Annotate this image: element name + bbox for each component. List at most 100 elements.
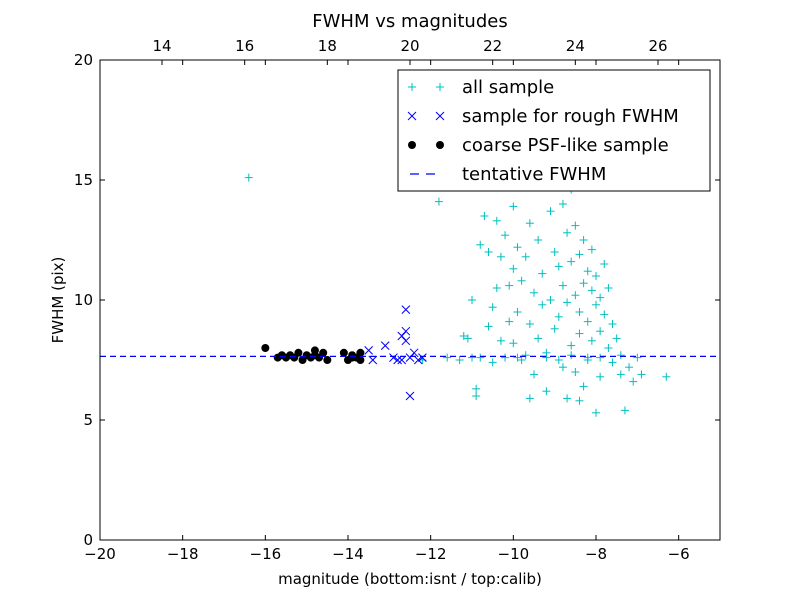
all-sample-point [517,356,526,364]
rough-sample-point [393,355,402,365]
y-tick-label: 10 [74,291,93,309]
all-sample-point [513,353,522,362]
all-sample-point [662,372,671,381]
all-sample-point [563,394,572,403]
all-sample-point [616,351,625,360]
all-sample-point [546,207,555,216]
all-sample-point [492,216,501,225]
y-tick-label: 5 [83,411,93,429]
all-sample-point [579,382,588,391]
all-sample-point [525,320,534,328]
rough-sample-point [364,346,374,355]
x-tick-label: −20 [84,545,116,563]
all-sample-point [509,264,518,273]
all-sample-point [244,173,253,182]
all-sample-point [513,243,522,252]
all-sample-point [505,281,514,290]
all-sample-point [542,387,551,396]
all-sample-point [567,351,576,360]
x-tick-label: −16 [250,545,282,563]
all-sample-point [604,344,613,352]
all-sample-point [596,372,605,381]
all-sample-point [616,370,625,379]
legend-label: tentative FWHM [462,164,606,185]
psf-sample-point [339,348,348,357]
all-sample-point [608,320,617,328]
legend-marker [407,111,417,121]
all-sample-point [579,236,588,244]
all-sample-point [468,353,476,362]
all-sample-point [492,284,501,292]
all-sample-point [459,332,468,340]
all-sample-point [554,262,563,271]
all-sample-point [563,228,572,237]
legend-psf-sample: coarse PSF-like sample [408,135,669,156]
rough-sample-point [418,353,427,362]
all-sample-point [554,356,563,364]
y-tick-label: 0 [83,531,93,549]
all-sample-point [505,317,514,326]
legend: all sample sample for rough FWHM coarse PS… [397,69,711,192]
all-sample-point [571,368,580,376]
legend-marker [436,141,444,149]
all-sample-point [472,384,481,393]
psf-sample-point [356,348,365,357]
all-sample-point [472,392,481,400]
legend-label: all sample [462,77,554,98]
all-sample-point [517,276,526,285]
all-sample-point [538,269,547,278]
all-sample-point [587,286,596,295]
all-sample-point [592,408,600,417]
all-sample-point [476,240,485,249]
y-tick-label: 20 [74,51,93,69]
rough-sample-point [401,326,411,336]
all-sample-point [501,353,510,362]
all-sample-point [575,308,584,316]
all-sample-point [501,231,510,240]
all-sample-point [455,356,464,364]
all-sample-point [575,250,584,259]
x-tick-label: −18 [167,545,199,563]
all-sample-point [558,363,567,372]
x-tick-label: −14 [332,545,364,563]
top-x-tick-label: 26 [648,37,667,55]
all-sample-point [480,212,489,220]
all-sample-point [620,406,629,415]
all-sample-point [434,197,443,206]
psf-sample-point [319,348,328,357]
x-tick-label: −6 [668,545,690,563]
all-sample-point [608,358,617,367]
rough-sample-point [405,391,415,401]
all-sample-point [583,356,592,364]
all-sample-point [550,248,559,256]
all-sample-point [612,334,621,343]
all-sample-point [484,322,493,331]
all-sample-point [579,279,588,288]
rough-sample-point [389,353,398,362]
rough-sample-point [397,355,407,365]
all-sample-point [637,370,646,379]
all-sample-point [596,353,605,362]
legend-tentative-fwhm: tentative FWHM [410,164,606,185]
all-sample-point [575,396,584,405]
all-sample-point [587,336,596,345]
all-sample-point [476,353,485,362]
y-tick-label: 15 [74,171,93,189]
all-sample-point [567,341,576,350]
legend-marker [408,83,416,91]
top-x-tick-label: 22 [483,37,502,55]
all-sample-point [521,252,530,261]
legend-marker [408,141,416,149]
all-sample-point [542,353,551,362]
all-sample-point [530,370,538,379]
all-sample-point [534,236,543,244]
all-sample-point [600,310,609,319]
all-sample-point [604,284,613,292]
top-x-tick-label: 16 [235,37,254,55]
all-sample-point [558,200,567,208]
x-tick-label: −8 [585,545,607,563]
legend-box [397,69,711,192]
all-sample-point [629,377,638,386]
all-sample-point [538,300,547,309]
all-sample-point [575,329,584,338]
